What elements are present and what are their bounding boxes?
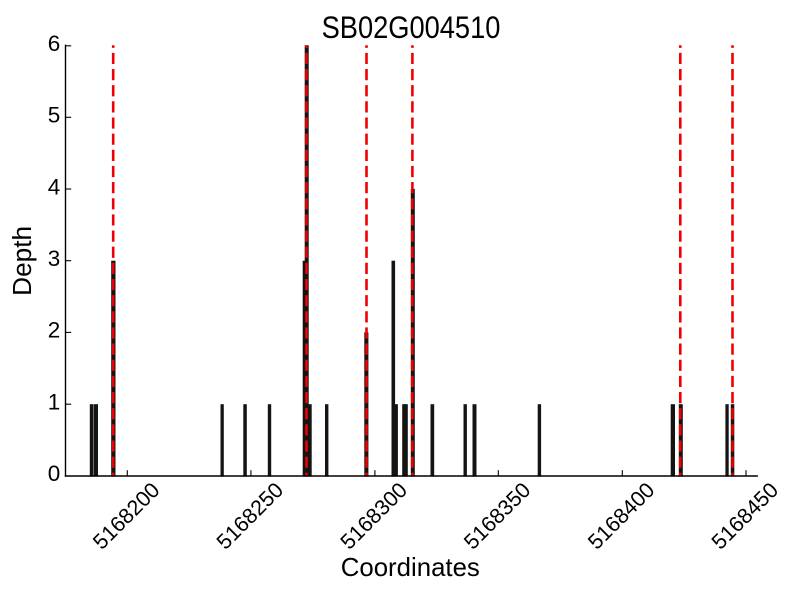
svg-text:1: 1	[48, 389, 61, 414]
svg-text:SB02G004510: SB02G004510	[322, 10, 501, 45]
svg-text:Coordinates: Coordinates	[341, 554, 480, 582]
svg-text:3: 3	[48, 246, 61, 271]
svg-text:0: 0	[48, 461, 61, 486]
svg-text:2: 2	[48, 318, 61, 343]
svg-text:5: 5	[48, 103, 61, 128]
svg-text:6: 6	[48, 31, 61, 56]
svg-text:Depth: Depth	[7, 226, 37, 296]
svg-text:4: 4	[48, 174, 61, 199]
